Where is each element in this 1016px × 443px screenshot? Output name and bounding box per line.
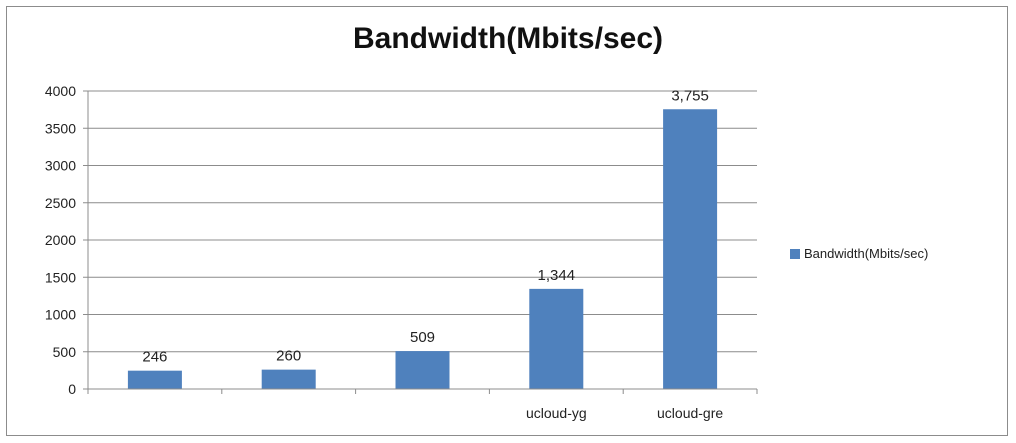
bar <box>663 109 718 389</box>
bar <box>261 369 316 389</box>
y-tick-label: 2000 <box>45 232 76 248</box>
y-tick-labels: 0 500 1000 1500 2000 2500 3000 3500 4000 <box>45 83 76 397</box>
gridlines <box>83 90 757 390</box>
x-tick-label: ucloud-yg <box>526 405 587 421</box>
y-tick-label: 3500 <box>45 120 76 136</box>
data-label: 3,755 <box>671 87 709 104</box>
chart-frame <box>6 6 1008 436</box>
data-label: 509 <box>410 329 435 346</box>
axes <box>87 91 758 394</box>
data-label: 260 <box>276 348 301 365</box>
x-tick-labels: ucloud-yg ucloud-gre <box>526 405 723 421</box>
data-label: 246 <box>142 349 167 366</box>
y-tick-label: 4000 <box>45 83 76 99</box>
legend-label: Bandwidth(Mbits/sec) <box>804 246 929 261</box>
data-label: 1,344 <box>538 267 576 284</box>
bars <box>127 109 718 389</box>
chart-title: Bandwidth(Mbits/sec) <box>352 22 663 55</box>
bar <box>395 351 450 389</box>
y-tick-label: 2500 <box>45 195 76 211</box>
y-tick-label: 500 <box>53 344 77 360</box>
legend: Bandwidth(Mbits/sec) <box>790 246 928 261</box>
data-labels: 246 260 509 1,344 3,755 <box>142 87 708 365</box>
bar <box>127 370 182 389</box>
legend-swatch <box>790 248 800 259</box>
bar <box>529 288 584 389</box>
y-tick-label: 3000 <box>45 158 76 174</box>
y-tick-label: 1500 <box>45 269 76 285</box>
x-tick-label: ucloud-gre <box>657 405 723 421</box>
y-tick-label: 1000 <box>45 307 76 323</box>
y-tick-label: 0 <box>68 381 76 397</box>
